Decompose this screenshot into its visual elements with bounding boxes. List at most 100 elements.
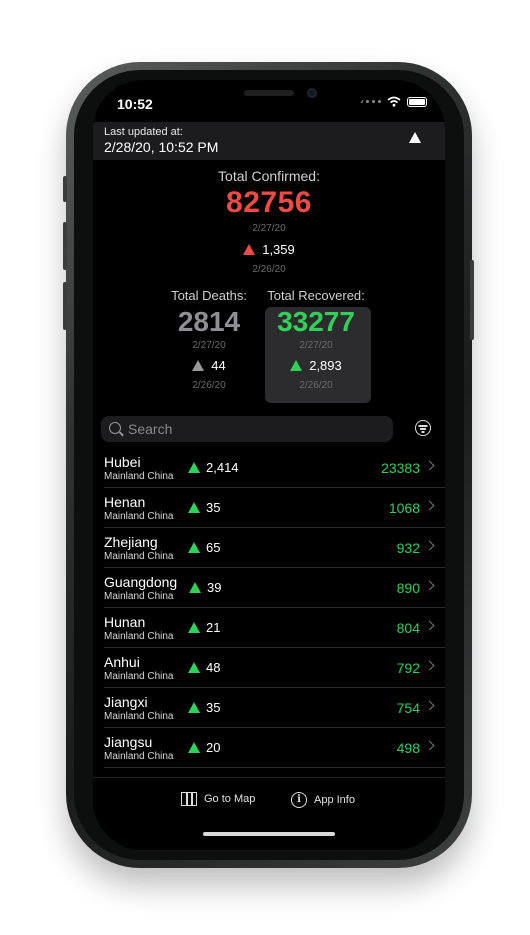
recovered-change: 2,893	[259, 358, 373, 373]
last-updated-label: Last updated at:	[104, 126, 183, 138]
info-icon: i	[291, 792, 307, 808]
region-delta: 39	[189, 580, 221, 595]
region-total: 498	[396, 740, 420, 756]
increase-triangle-icon	[192, 360, 205, 371]
total-deaths-value: 2814	[177, 306, 241, 337]
signal-icon	[360, 100, 381, 103]
deaths-change: 44	[163, 358, 255, 373]
total-recovered-section: Total Recovered: 33277 2/27/20 2,893 2/2…	[259, 288, 373, 391]
region-row-jiangsu[interactable]: Jiangsu Mainland China 20 498	[104, 728, 445, 768]
last-updated-value: 2/28/20, 10:52 PM	[104, 139, 219, 155]
increase-triangle-icon	[188, 702, 200, 713]
search-placeholder: Search	[128, 421, 173, 437]
region-list: Hubei Mainland China 2,414 23383 Henan M…	[93, 448, 445, 768]
region-total: 792	[396, 660, 420, 676]
deaths-change-date: 2/26/20	[192, 380, 226, 391]
region-delta: 35	[188, 700, 220, 715]
region-delta: 35	[188, 500, 220, 515]
recovered-change-date: 2/26/20	[299, 380, 333, 391]
region-name: Hubei	[104, 454, 141, 470]
status-time: 10:52	[117, 96, 153, 112]
total-confirmed-label: Total Confirmed:	[218, 168, 320, 184]
status-icons	[360, 96, 427, 107]
search-icon	[109, 422, 121, 434]
total-deaths-label: Total Deaths:	[171, 288, 247, 303]
bottom-toolbar: Go to Map i App Info	[93, 777, 445, 850]
speaker-grille	[244, 90, 294, 96]
increase-triangle-icon	[188, 462, 200, 473]
recovered-change-value: 2,893	[309, 358, 342, 373]
wifi-icon	[387, 96, 401, 107]
region-country: Mainland China	[104, 631, 174, 642]
region-delta: 65	[188, 540, 220, 555]
total-recovered-value: 33277	[277, 306, 355, 337]
total-recovered-label: Total Recovered:	[267, 288, 365, 303]
region-delta-value: 2,414	[206, 460, 239, 475]
region-row-jiangxi[interactable]: Jiangxi Mainland China 35 754	[104, 688, 445, 728]
battery-icon	[407, 96, 427, 107]
increase-triangle-icon	[189, 582, 201, 593]
region-name: Henan	[104, 494, 146, 510]
total-confirmed-section: Total Confirmed: 82756 2/27/20 1,359 2/2…	[93, 168, 445, 275]
front-camera	[307, 88, 317, 98]
total-confirmed-value: 82756	[226, 186, 312, 219]
region-delta: 20	[188, 740, 220, 755]
increase-triangle-icon	[243, 244, 256, 255]
region-name: Jiangsu	[104, 734, 153, 750]
region-row-zhejiang[interactable]: Zhejiang Mainland China 65 932	[104, 528, 445, 568]
region-delta-value: 65	[206, 540, 221, 555]
region-row-anhui[interactable]: Anhui Mainland China 48 792	[104, 648, 445, 688]
app-info-button[interactable]: i App Info	[291, 792, 355, 808]
increase-triangle-icon	[188, 622, 200, 633]
search-input[interactable]: Search	[101, 416, 393, 442]
chevron-right-icon	[424, 580, 435, 591]
app-info-label: App Info	[314, 794, 355, 806]
confirmed-change: 1,359	[93, 242, 445, 257]
increase-triangle-icon	[188, 542, 200, 553]
confirmed-change-date: 2/26/20	[252, 264, 286, 275]
notch	[174, 80, 364, 112]
power-button	[470, 260, 474, 340]
mute-switch	[63, 176, 67, 202]
increase-triangle-icon	[290, 360, 303, 371]
map-icon	[181, 792, 197, 806]
chevron-right-icon	[424, 500, 435, 511]
chevron-right-icon	[424, 740, 435, 751]
chevron-right-icon	[424, 620, 435, 631]
region-delta-value: 39	[207, 580, 222, 595]
increase-triangle-icon	[188, 502, 200, 513]
screen: 10:52 Last updated at: 2/28/20, 10:52 PM…	[93, 80, 445, 850]
region-total: 804	[396, 620, 420, 636]
region-row-hunan[interactable]: Hunan Mainland China 21 804	[104, 608, 445, 648]
region-delta: 2,414	[188, 460, 239, 475]
region-row-hubei[interactable]: Hubei Mainland China 2,414 23383	[104, 448, 445, 488]
recovered-highlight-box	[265, 307, 371, 403]
region-country: Mainland China	[104, 711, 174, 722]
volume-up-button	[63, 222, 67, 270]
region-total: 932	[396, 540, 420, 556]
total-deaths-section: Total Deaths: 2814 2/27/20 44 2/26/20	[163, 288, 255, 391]
region-name: Guangdong	[104, 574, 178, 590]
collapse-triangle-icon[interactable]	[409, 132, 421, 143]
home-indicator[interactable]	[203, 832, 335, 836]
region-country: Mainland China	[104, 511, 174, 522]
region-country: Mainland China	[104, 551, 174, 562]
filter-icon[interactable]	[415, 420, 431, 436]
last-updated-header: Last updated at: 2/28/20, 10:52 PM	[93, 122, 445, 160]
region-name: Anhui	[104, 654, 140, 670]
region-name: Zhejiang	[104, 534, 158, 550]
increase-triangle-icon	[188, 662, 200, 673]
volume-down-button	[63, 282, 67, 330]
region-total: 754	[396, 700, 420, 716]
region-total: 890	[396, 580, 420, 596]
region-row-guangdong[interactable]: Guangdong Mainland China 39 890	[104, 568, 445, 608]
region-delta: 21	[188, 620, 220, 635]
region-delta: 48	[188, 660, 220, 675]
region-delta-value: 21	[206, 620, 221, 635]
region-row-henan[interactable]: Henan Mainland China 35 1068	[104, 488, 445, 528]
region-total: 1068	[388, 500, 420, 516]
go-to-map-button[interactable]: Go to Map	[181, 792, 255, 806]
chevron-right-icon	[424, 460, 435, 471]
region-country: Mainland China	[104, 671, 174, 682]
total-deaths-date: 2/27/20	[192, 340, 226, 351]
